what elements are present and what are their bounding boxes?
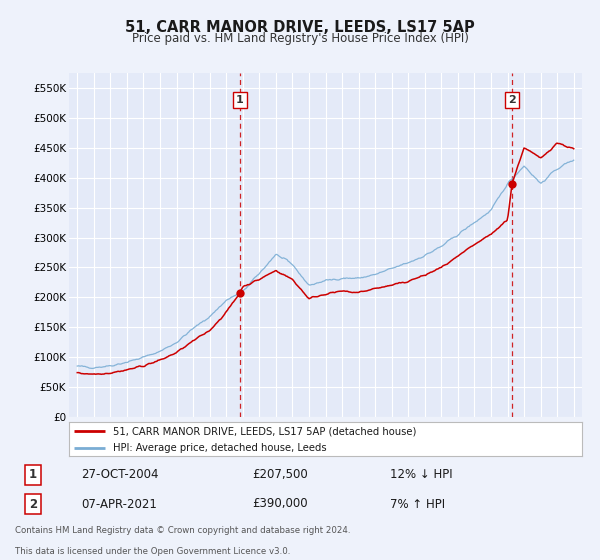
Text: Price paid vs. HM Land Registry's House Price Index (HPI): Price paid vs. HM Land Registry's House …: [131, 32, 469, 45]
Text: 2: 2: [29, 497, 37, 511]
Text: 1: 1: [29, 468, 37, 482]
Text: £390,000: £390,000: [252, 497, 308, 511]
Text: 51, CARR MANOR DRIVE, LEEDS, LS17 5AP: 51, CARR MANOR DRIVE, LEEDS, LS17 5AP: [125, 20, 475, 35]
Text: 27-OCT-2004: 27-OCT-2004: [81, 468, 158, 482]
Text: 51, CARR MANOR DRIVE, LEEDS, LS17 5AP (detached house): 51, CARR MANOR DRIVE, LEEDS, LS17 5AP (d…: [113, 426, 416, 436]
Text: HPI: Average price, detached house, Leeds: HPI: Average price, detached house, Leed…: [113, 443, 326, 452]
Text: 07-APR-2021: 07-APR-2021: [81, 497, 157, 511]
Text: Contains HM Land Registry data © Crown copyright and database right 2024.: Contains HM Land Registry data © Crown c…: [15, 526, 350, 535]
Text: £207,500: £207,500: [252, 468, 308, 482]
Text: This data is licensed under the Open Government Licence v3.0.: This data is licensed under the Open Gov…: [15, 548, 290, 557]
Text: 7% ↑ HPI: 7% ↑ HPI: [390, 497, 445, 511]
Text: 2: 2: [508, 95, 516, 105]
Text: 12% ↓ HPI: 12% ↓ HPI: [390, 468, 452, 482]
Text: 1: 1: [236, 95, 244, 105]
